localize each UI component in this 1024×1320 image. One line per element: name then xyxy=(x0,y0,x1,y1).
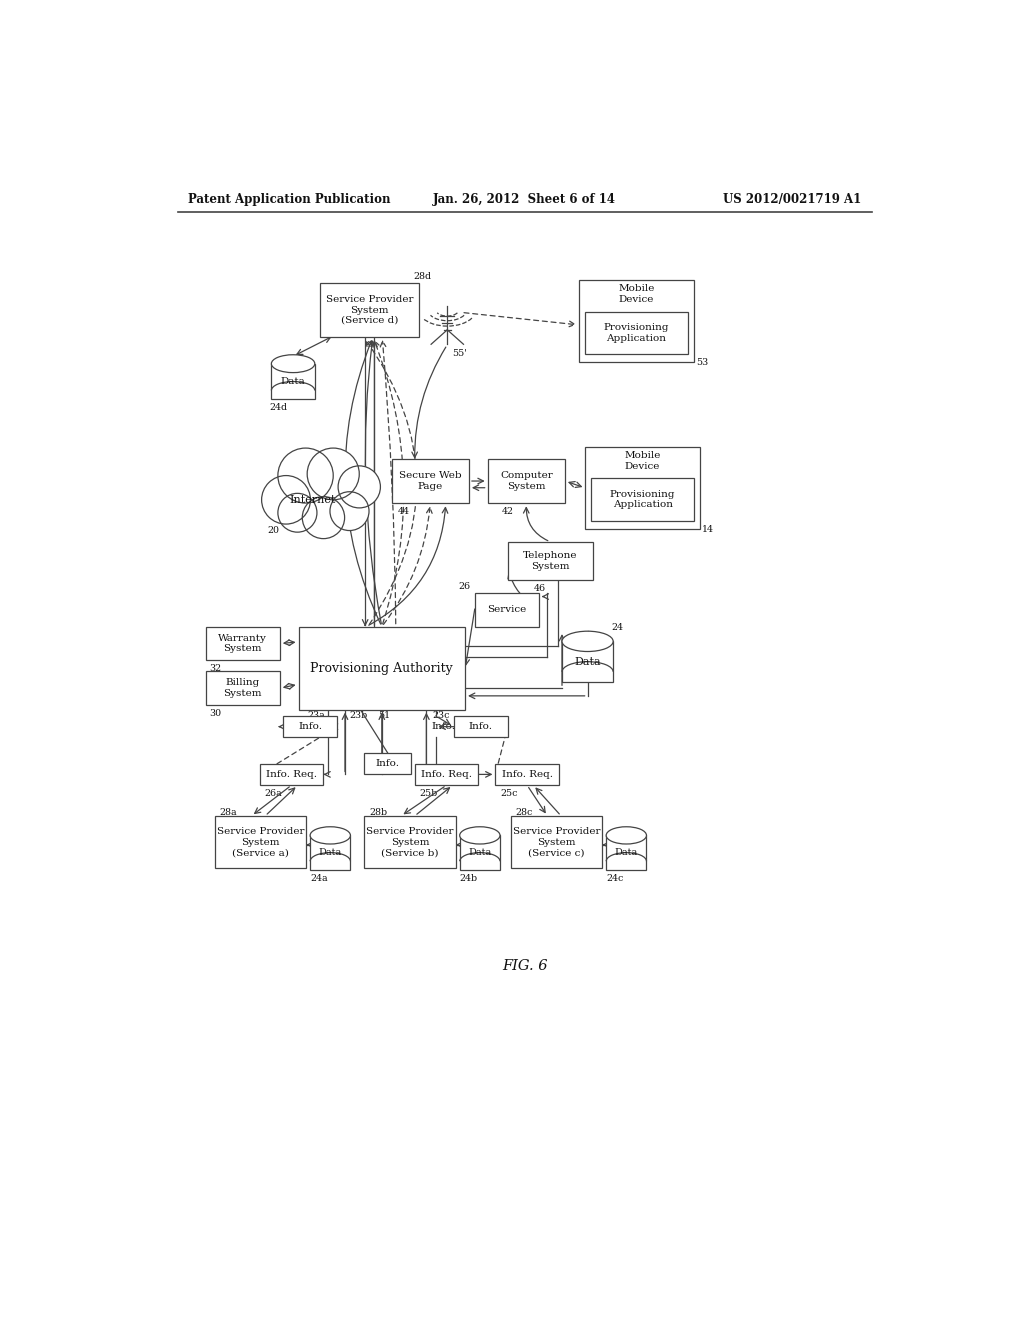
Text: Mobile
Device: Mobile Device xyxy=(625,451,660,471)
Text: 24: 24 xyxy=(611,623,624,632)
Text: 26: 26 xyxy=(458,582,470,591)
Text: Internet: Internet xyxy=(289,495,336,504)
Bar xyxy=(321,284,420,337)
Text: Service Provider
System
(Service b): Service Provider System (Service b) xyxy=(367,828,454,857)
Bar xyxy=(365,816,456,869)
Text: 24d: 24d xyxy=(270,404,288,412)
Bar xyxy=(454,715,508,738)
Bar xyxy=(206,671,280,705)
Text: Info.: Info. xyxy=(469,722,493,731)
Bar xyxy=(460,836,500,870)
Text: Jan. 26, 2012  Sheet 6 of 14: Jan. 26, 2012 Sheet 6 of 14 xyxy=(433,193,616,206)
Text: 42: 42 xyxy=(502,507,514,516)
Text: Data: Data xyxy=(281,378,305,385)
Text: 55': 55' xyxy=(452,350,467,358)
Text: 28c: 28c xyxy=(515,808,532,817)
Bar xyxy=(260,763,324,785)
Bar xyxy=(283,715,337,738)
Text: Provisioning
Application: Provisioning Application xyxy=(610,490,676,510)
Bar xyxy=(215,816,306,869)
Text: Computer
System: Computer System xyxy=(500,471,553,491)
Text: Info.: Info. xyxy=(431,722,456,731)
Bar xyxy=(592,478,693,521)
Text: Data: Data xyxy=(318,849,342,857)
Bar xyxy=(365,752,411,775)
Text: 23b: 23b xyxy=(349,711,368,721)
Text: 25c: 25c xyxy=(500,789,517,799)
Text: 24b: 24b xyxy=(460,874,478,883)
Bar xyxy=(415,763,478,785)
Circle shape xyxy=(261,475,310,524)
Text: Info.: Info. xyxy=(298,722,323,731)
Ellipse shape xyxy=(460,826,500,843)
Bar xyxy=(508,543,593,581)
Text: 24a: 24a xyxy=(310,874,328,883)
Text: 23c: 23c xyxy=(432,711,451,721)
Text: 25b: 25b xyxy=(420,789,437,799)
Bar xyxy=(271,364,314,400)
Bar xyxy=(475,593,539,627)
Circle shape xyxy=(338,466,381,508)
Text: 32: 32 xyxy=(209,664,221,673)
Circle shape xyxy=(330,492,369,531)
Text: Billing
System: Billing System xyxy=(223,678,262,698)
Text: Data: Data xyxy=(574,656,601,667)
Text: Data: Data xyxy=(468,849,492,857)
Ellipse shape xyxy=(562,631,613,652)
Bar xyxy=(310,836,350,870)
Text: Info. Req.: Info. Req. xyxy=(266,770,317,779)
Text: 28b: 28b xyxy=(369,808,387,817)
Bar xyxy=(299,627,465,710)
Ellipse shape xyxy=(271,355,314,372)
Circle shape xyxy=(278,494,317,532)
Text: 51: 51 xyxy=(378,711,390,721)
Bar xyxy=(487,459,565,503)
Bar xyxy=(496,763,559,785)
Text: US 2012/0021719 A1: US 2012/0021719 A1 xyxy=(723,193,861,206)
Text: 14: 14 xyxy=(702,525,715,533)
Text: 53: 53 xyxy=(696,358,709,367)
Text: 46: 46 xyxy=(535,585,546,593)
Text: Service Provider
System
(Service d): Service Provider System (Service d) xyxy=(326,296,414,325)
Text: Service Provider
System
(Service a): Service Provider System (Service a) xyxy=(217,828,304,857)
Text: 26a: 26a xyxy=(264,789,283,799)
Text: 23a: 23a xyxy=(308,711,326,721)
Text: Info. Req.: Info. Req. xyxy=(421,770,472,779)
Text: Warranty
System: Warranty System xyxy=(218,634,267,653)
Text: Info.: Info. xyxy=(305,722,329,731)
Bar xyxy=(579,280,693,362)
Bar xyxy=(586,313,687,354)
Text: Data: Data xyxy=(614,849,638,857)
Text: Patent Application Publication: Patent Application Publication xyxy=(188,193,391,206)
Bar xyxy=(562,642,613,682)
Ellipse shape xyxy=(310,826,350,843)
Circle shape xyxy=(307,447,359,500)
Text: Secure Web
Page: Secure Web Page xyxy=(399,471,462,491)
Bar xyxy=(586,447,700,529)
Text: Provisioning
Application: Provisioning Application xyxy=(604,323,669,343)
Text: Info. Req.: Info. Req. xyxy=(502,770,553,779)
Bar xyxy=(606,836,646,870)
Text: FIG. 6: FIG. 6 xyxy=(502,960,548,973)
Text: 44: 44 xyxy=(397,507,410,516)
Text: Service Provider
System
(Service c): Service Provider System (Service c) xyxy=(513,828,600,857)
Text: 24c: 24c xyxy=(606,874,624,883)
Text: Provisioning Authority: Provisioning Authority xyxy=(310,661,454,675)
Circle shape xyxy=(302,496,345,539)
Bar xyxy=(206,627,280,660)
Bar xyxy=(391,459,469,503)
Text: Telephone
System: Telephone System xyxy=(523,552,578,570)
Bar xyxy=(511,816,602,869)
Circle shape xyxy=(278,447,333,503)
Text: Info.: Info. xyxy=(376,759,399,768)
Ellipse shape xyxy=(606,826,646,843)
Text: Mobile
Device: Mobile Device xyxy=(618,284,654,304)
Text: 28a: 28a xyxy=(219,808,238,817)
Text: 30: 30 xyxy=(209,709,221,718)
Text: 20: 20 xyxy=(267,525,280,535)
Text: 28d: 28d xyxy=(414,272,431,281)
Text: Service: Service xyxy=(487,605,526,614)
